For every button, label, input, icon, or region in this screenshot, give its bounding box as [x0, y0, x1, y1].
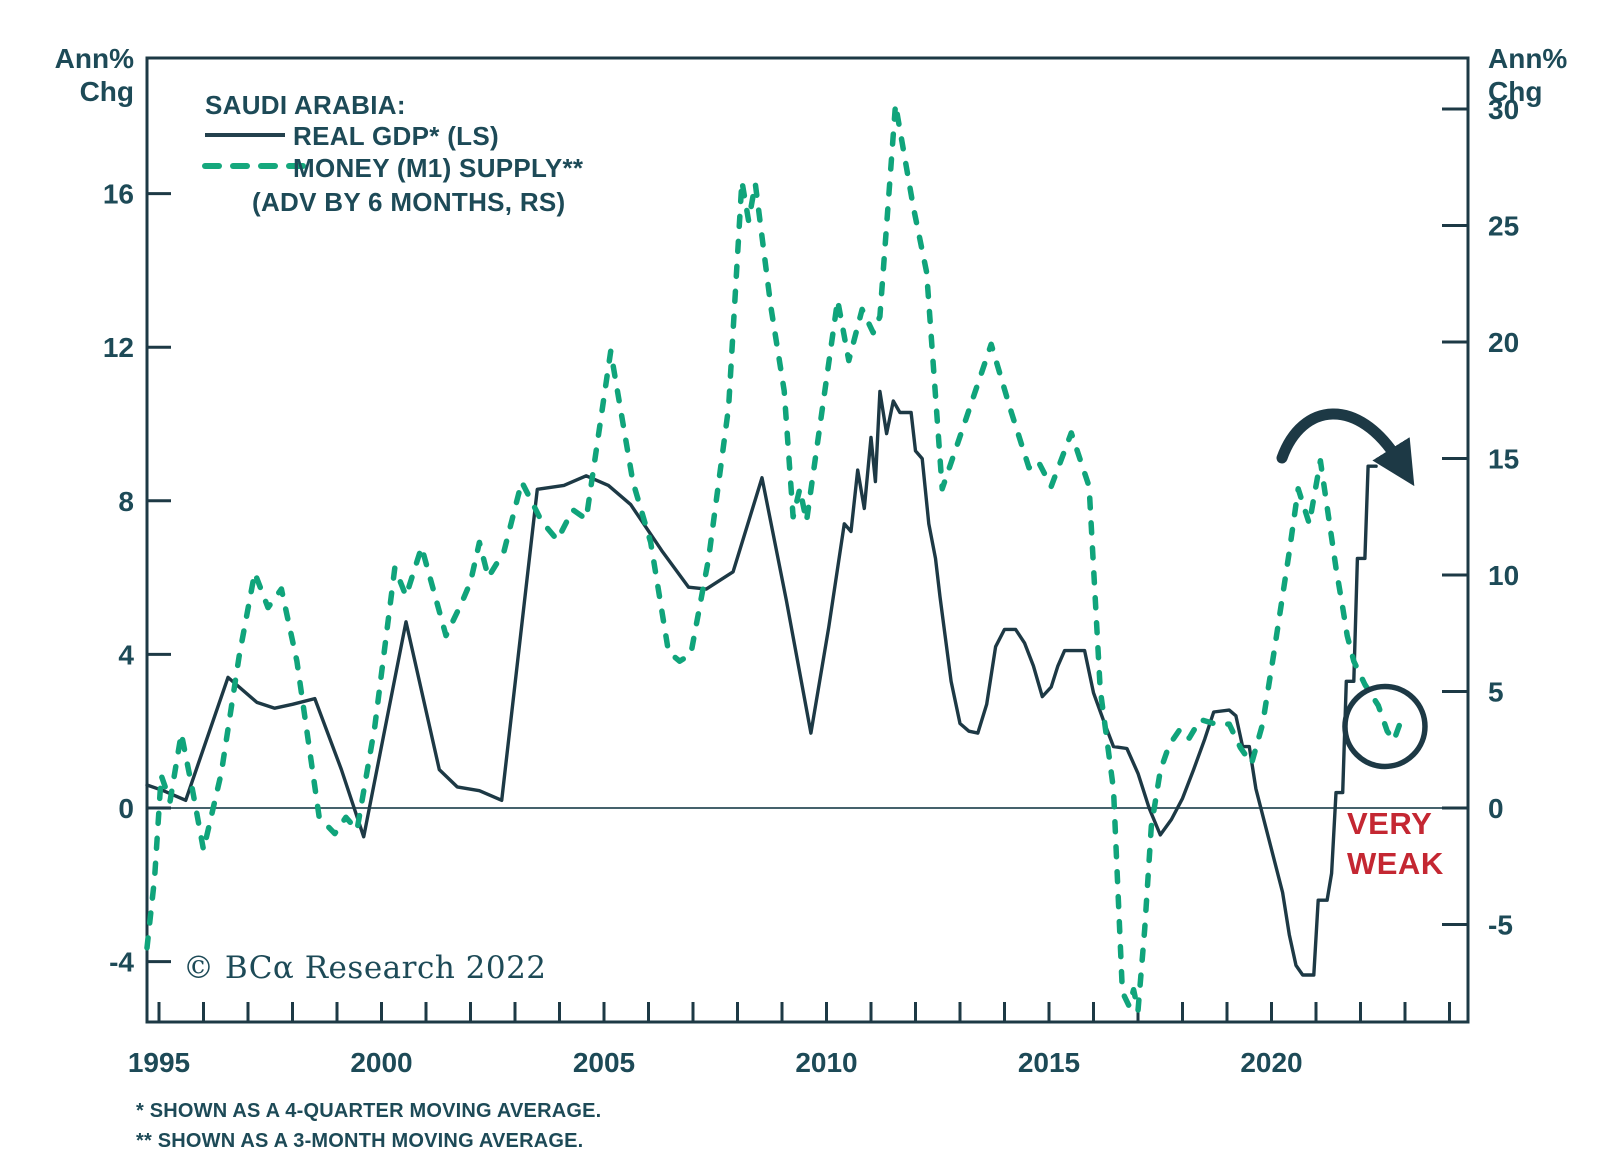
right-tick-label: 5: [1488, 677, 1504, 708]
very-weak-annotation: VERY WEAK: [1347, 804, 1444, 884]
right-tick-label: 0: [1488, 793, 1504, 824]
right-tick-label: 15: [1488, 444, 1519, 475]
right-tick-label: 30: [1488, 94, 1519, 125]
turning-down-arrow-icon: [1276, 408, 1415, 487]
x-tick-label: 2000: [350, 1047, 412, 1078]
legend-label-m1: MONEY (M1) SUPPLY**: [293, 153, 584, 183]
circle-annotation-icon: [1342, 683, 1428, 770]
x-tick-label: 1995: [128, 1047, 190, 1078]
dashed-line-sample-icon: [202, 163, 306, 169]
x-tick-label: 2020: [1240, 1047, 1302, 1078]
legend-label-m1-sub: (ADV BY 6 MONTHS, RS): [252, 187, 566, 217]
very-weak-line2: WEAK: [1347, 846, 1444, 881]
right-axis-unit: Ann% Chg: [1488, 42, 1567, 108]
m1-supply-line: [144, 101, 1404, 1014]
footnote-2: ** SHOWN AS A 3-MONTH MOVING AVERAGE.: [136, 1130, 584, 1152]
right-tick-label: 20: [1488, 327, 1519, 358]
left-tick-label: 12: [103, 332, 134, 363]
legend-title: SAUDI ARABIA:: [205, 90, 406, 120]
real-gdp-line: [145, 389, 1378, 977]
solid-line-sample-icon: [205, 133, 285, 137]
left-tick-label: 8: [118, 486, 134, 517]
right-tick-label: -5: [1488, 910, 1513, 941]
left-tick-label: 4: [118, 639, 134, 670]
right-tick-label: 25: [1488, 211, 1519, 242]
x-tick-label: 2005: [573, 1047, 635, 1078]
left-axis-unit-line2: Chg: [79, 76, 134, 107]
x-tick-label: 2010: [795, 1047, 857, 1078]
left-tick-label: 0: [118, 793, 134, 824]
legend-label-gdp: REAL GDP* (LS): [293, 121, 499, 151]
x-tick-label: 2015: [1018, 1047, 1080, 1078]
footnotes: * SHOWN AS A 4-QUARTER MOVING AVERAGE. *…: [136, 1096, 601, 1156]
plot-frame: [145, 56, 1470, 1024]
right-tick-label: 10: [1488, 560, 1519, 591]
very-weak-line1: VERY: [1347, 806, 1433, 841]
footnote-1: * SHOWN AS A 4-QUARTER MOVING AVERAGE.: [136, 1100, 602, 1122]
copyright-text: © BCα Research 2022: [183, 950, 547, 986]
left-axis-unit: Ann% Chg: [55, 42, 134, 108]
right-axis-unit-line2: Chg: [1488, 76, 1543, 107]
right-axis-unit-line1: Ann%: [1488, 43, 1568, 74]
left-tick-label: -4: [109, 947, 134, 978]
left-axis-unit-line1: Ann%: [54, 43, 134, 74]
left-tick-label: 16: [103, 179, 134, 210]
